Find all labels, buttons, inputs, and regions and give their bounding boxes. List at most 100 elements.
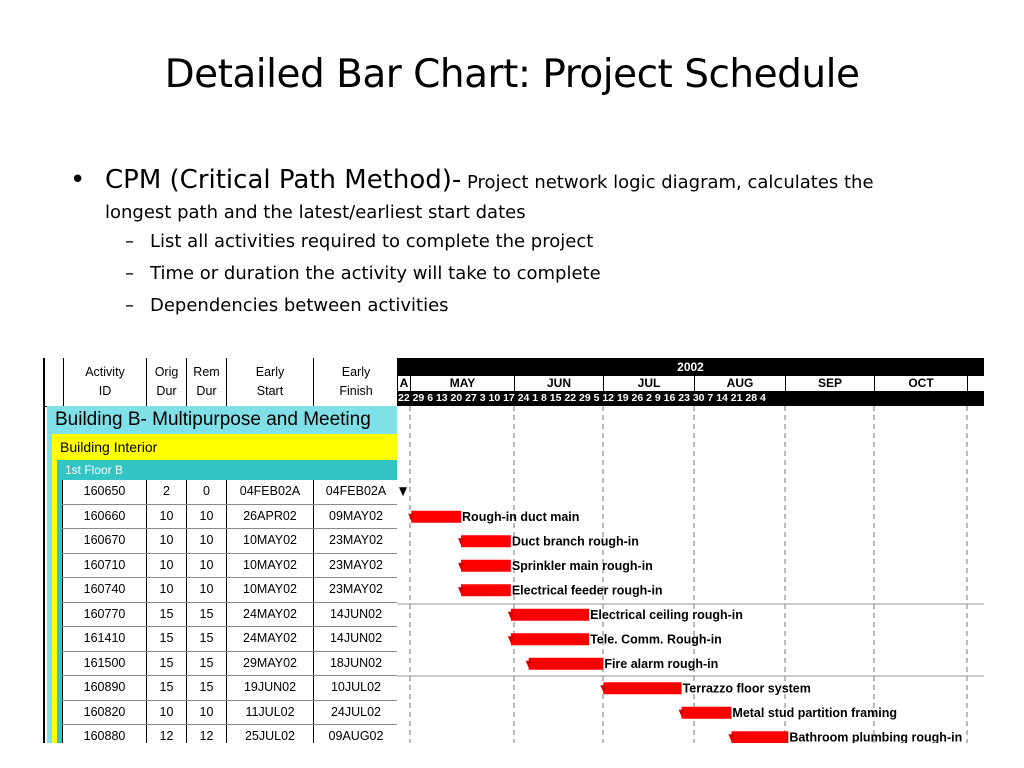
table-row[interactable]: 160770 15 15 24MAY02 14JUN02 bbox=[62, 602, 398, 627]
timeline-month-next bbox=[967, 376, 984, 391]
cell-rem: 15 bbox=[186, 651, 226, 675]
main-bullet: • CPM (Critical Path Method)- Project ne… bbox=[70, 163, 950, 226]
main-bullet-continuation: longest path and the latest/earliest sta… bbox=[105, 202, 526, 223]
cell-finish: 23MAY02 bbox=[313, 578, 398, 602]
timeline-month: JUN bbox=[514, 376, 603, 391]
cell-finish: 14JUN02 bbox=[313, 602, 398, 626]
cell-id: 160710 bbox=[62, 553, 146, 577]
gantt-chart: Activity ID Orig Dur Rem Dur Early Start Ear… bbox=[43, 358, 984, 743]
dependency-arrow bbox=[507, 611, 514, 619]
activity-bar[interactable] bbox=[411, 510, 462, 523]
activity-bar[interactable] bbox=[461, 559, 511, 572]
cell-start: 10MAY02 bbox=[226, 553, 313, 577]
cell-orig: 15 bbox=[146, 651, 186, 675]
cell-orig: 10 bbox=[146, 529, 186, 553]
column-header-line1: Early bbox=[255, 365, 285, 379]
activity-bar[interactable] bbox=[461, 584, 511, 597]
area-indent-bar bbox=[52, 460, 57, 743]
column-header-line2: Dur bbox=[196, 384, 217, 398]
project-indent-bar bbox=[47, 434, 52, 743]
cell-finish: 24JUL02 bbox=[313, 700, 398, 724]
activity-bar-label: Terrazzo floor system bbox=[683, 681, 811, 695]
column-header-line1: Activity bbox=[85, 365, 125, 379]
cell-rem: 0 bbox=[186, 480, 226, 504]
column-header-line1: Rem bbox=[193, 365, 220, 379]
floor-title-row: 1st Floor B bbox=[57, 460, 397, 480]
timeline-header: 2002 A MAY JUN JUL AUG SEP OCT 22 29 6 1… bbox=[397, 358, 984, 406]
activity-bar[interactable] bbox=[510, 608, 590, 621]
cell-orig: 15 bbox=[146, 676, 186, 700]
cell-rem: 10 bbox=[186, 700, 226, 724]
column-header-line2: Dur bbox=[156, 384, 177, 398]
milestone-marker bbox=[399, 487, 407, 497]
cell-start: 29MAY02 bbox=[226, 651, 313, 675]
column-header-line2: Finish bbox=[339, 384, 373, 398]
dependency-arrow bbox=[458, 538, 465, 546]
cell-orig: 2 bbox=[146, 480, 186, 504]
column-header-activity-id: Activity ID bbox=[63, 358, 146, 406]
cell-rem: 10 bbox=[186, 578, 226, 602]
activity-bar-label: Duct branch rough-in bbox=[512, 534, 639, 548]
table-row[interactable]: 161410 15 15 24MAY02 14JUN02 bbox=[62, 627, 397, 652]
cell-orig: 10 bbox=[146, 553, 186, 577]
column-header-line1: Early bbox=[341, 365, 371, 379]
dependency-arrow bbox=[408, 513, 415, 521]
cell-orig: 10 bbox=[146, 504, 186, 528]
table-row[interactable]: 160650 2 0 04FEB02A 04FEB02A bbox=[62, 480, 397, 505]
cell-rem: 15 bbox=[186, 602, 226, 626]
sub-bullet-text: Time or duration the activity will take … bbox=[150, 263, 601, 284]
activity-bar[interactable] bbox=[510, 633, 590, 646]
dependency-arrow bbox=[678, 709, 685, 717]
timeline-days: 22 29 6 13 20 27 3 10 17 24 1 8 15 22 29… bbox=[398, 392, 766, 404]
sub-bullet-text: List all activities required to complete… bbox=[150, 231, 594, 252]
cell-id: 160820 bbox=[62, 700, 146, 724]
activity-bar[interactable] bbox=[461, 535, 511, 548]
activity-bar-label: Electrical feeder rough-in bbox=[512, 583, 663, 597]
timeline-month: JUL bbox=[603, 376, 694, 391]
dependency-arrow bbox=[525, 660, 532, 668]
timeline-area: Rough-in duct main Duct branch rough-in Sp… bbox=[397, 406, 984, 743]
activity-bar-label: Fire alarm rough-in bbox=[604, 657, 718, 671]
dependency-arrow bbox=[600, 685, 607, 693]
activity-bar-label: Rough-in duct main bbox=[462, 510, 579, 524]
timeline-month: OCT bbox=[874, 376, 967, 391]
cell-orig: 15 bbox=[146, 627, 186, 651]
cell-rem: 15 bbox=[186, 627, 226, 651]
column-header-early-start: Early Start bbox=[226, 358, 313, 406]
cell-orig: 10 bbox=[146, 578, 186, 602]
activity-table: 160650 2 0 04FEB02A 04FEB02A 160660 10 10 26APR0… bbox=[62, 480, 397, 743]
table-row[interactable]: 160880 12 12 25JUL02 09AUG02 bbox=[62, 725, 397, 743]
table-row[interactable]: 160820 10 10 11JUL02 24JUL02 bbox=[62, 700, 398, 725]
cell-start: 10MAY02 bbox=[226, 529, 313, 553]
slide-title: Detailed Bar Chart: Project Schedule bbox=[164, 52, 860, 97]
cell-id: 160660 bbox=[62, 504, 146, 528]
activity-bar[interactable] bbox=[681, 706, 732, 719]
cell-finish: 09MAY02 bbox=[313, 504, 398, 528]
table-row[interactable]: 160660 10 10 26APR02 09MAY02 bbox=[62, 504, 398, 529]
activity-bar[interactable] bbox=[528, 657, 604, 670]
cell-id: 160770 bbox=[62, 602, 146, 626]
cell-finish: 18JUN02 bbox=[313, 651, 398, 675]
main-bullet-small-text: Project network logic diagram, calculate… bbox=[461, 172, 874, 193]
activity-bar[interactable] bbox=[603, 682, 682, 695]
main-bullet-large-text: CPM (Critical Path Method)- bbox=[105, 165, 462, 195]
cell-start: 24MAY02 bbox=[226, 627, 313, 651]
column-header-line2: Start bbox=[256, 384, 284, 398]
cell-rem: 12 bbox=[186, 725, 226, 743]
activity-bar[interactable] bbox=[731, 731, 789, 743]
table-header: Activity ID Orig Dur Rem Dur Early Start Ear… bbox=[45, 358, 397, 407]
cell-finish: 04FEB02A bbox=[313, 480, 398, 504]
cell-start: 26APR02 bbox=[226, 504, 313, 528]
table-row[interactable]: 160740 10 10 10MAY02 23MAY02 bbox=[62, 578, 397, 603]
timeline-month: A bbox=[397, 376, 410, 391]
cell-finish: 10JUL02 bbox=[313, 676, 398, 700]
column-header-early-finish: Early Finish bbox=[313, 358, 398, 406]
cell-orig: 12 bbox=[146, 725, 186, 743]
table-row[interactable]: 161500 15 15 29MAY02 18JUN02 bbox=[62, 651, 398, 676]
table-row[interactable]: 160670 10 10 10MAY02 23MAY02 bbox=[62, 529, 397, 554]
cell-finish: 09AUG02 bbox=[313, 725, 398, 743]
table-row[interactable]: 160890 15 15 19JUN02 10JUL02 bbox=[62, 676, 397, 701]
activity-bar-label: Electrical ceiling rough-in bbox=[590, 608, 743, 622]
column-header-line2: ID bbox=[98, 384, 112, 398]
table-row[interactable]: 160710 10 10 10MAY02 23MAY02 bbox=[62, 553, 397, 578]
